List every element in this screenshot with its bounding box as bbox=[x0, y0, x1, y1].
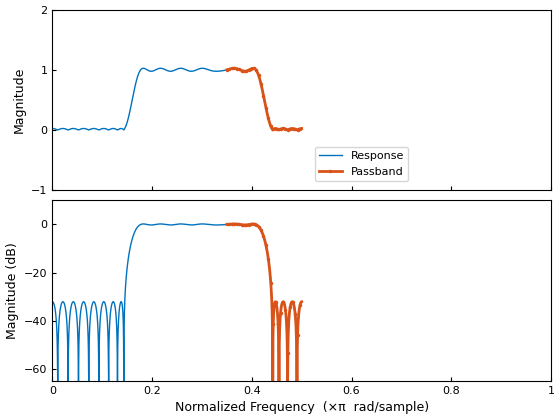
Passband bbox=[298, 126, 305, 131]
Y-axis label: Magnitude (dB): Magnitude (dB) bbox=[6, 242, 18, 339]
Passband bbox=[250, 66, 256, 71]
Response bbox=[251, 66, 258, 71]
Passband bbox=[269, 127, 276, 132]
Response bbox=[269, 127, 276, 132]
Response bbox=[283, 127, 290, 132]
Response bbox=[292, 127, 298, 132]
Passband bbox=[276, 128, 282, 133]
Response bbox=[69, 126, 76, 131]
Response bbox=[49, 126, 56, 131]
Line: Passband: Passband bbox=[225, 66, 304, 132]
Passband bbox=[245, 68, 252, 73]
Legend: Response, Passband: Response, Passband bbox=[315, 147, 408, 181]
Passband bbox=[276, 127, 282, 132]
Line: Response: Response bbox=[53, 68, 302, 130]
Passband bbox=[223, 67, 230, 72]
Response bbox=[276, 128, 282, 133]
Passband bbox=[268, 124, 274, 129]
X-axis label: Normalized Frequency  (×π  rad/sample): Normalized Frequency (×π rad/sample) bbox=[175, 402, 429, 415]
Response bbox=[298, 126, 305, 131]
Response bbox=[250, 66, 256, 71]
Response bbox=[215, 68, 222, 74]
Y-axis label: Magnitude: Magnitude bbox=[13, 67, 26, 133]
Passband bbox=[239, 68, 246, 74]
Passband bbox=[264, 112, 270, 117]
